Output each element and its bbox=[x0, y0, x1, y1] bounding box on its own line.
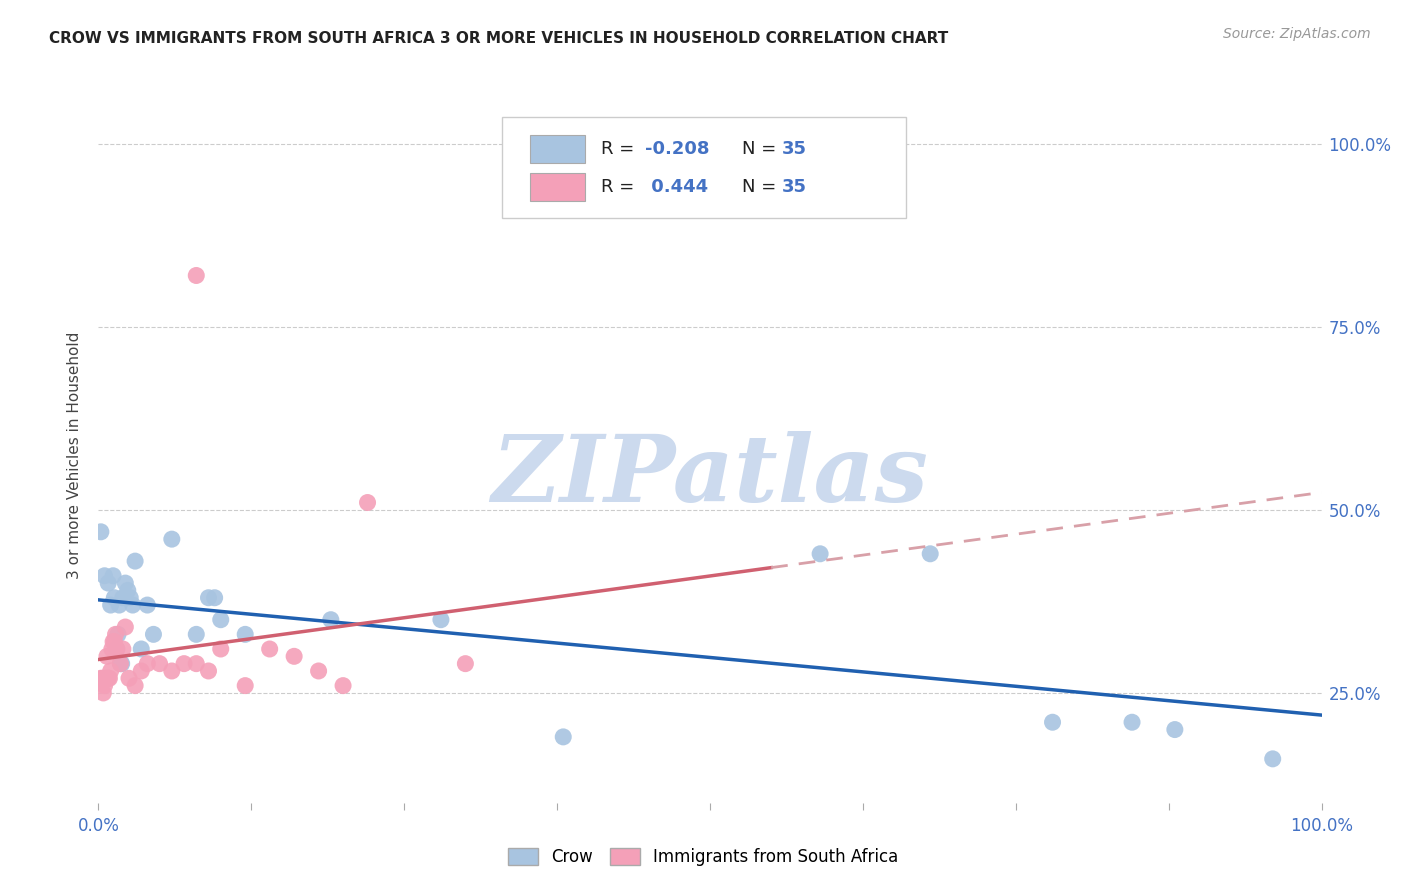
Point bbox=[160, 532, 183, 546]
Point bbox=[91, 671, 114, 685]
Text: 0.444: 0.444 bbox=[645, 178, 709, 196]
Point bbox=[90, 524, 112, 539]
Point bbox=[108, 598, 131, 612]
Text: N =: N = bbox=[742, 140, 782, 158]
Point bbox=[97, 576, 120, 591]
Point bbox=[103, 634, 125, 648]
Point bbox=[136, 598, 159, 612]
Y-axis label: 3 or more Vehicles in Household: 3 or more Vehicles in Household bbox=[67, 331, 83, 579]
Point bbox=[118, 671, 141, 685]
Point bbox=[114, 576, 136, 591]
Text: ZIPatlas: ZIPatlas bbox=[492, 431, 928, 521]
FancyBboxPatch shape bbox=[530, 173, 585, 201]
Point bbox=[197, 591, 219, 605]
Point bbox=[129, 642, 152, 657]
Point bbox=[186, 268, 208, 283]
Text: 35: 35 bbox=[782, 140, 807, 158]
Point bbox=[1121, 715, 1143, 730]
Point bbox=[259, 642, 281, 657]
Point bbox=[808, 547, 831, 561]
Point bbox=[110, 657, 132, 671]
Point bbox=[1261, 752, 1284, 766]
Text: N =: N = bbox=[742, 178, 782, 196]
Point bbox=[121, 598, 143, 612]
Point bbox=[111, 657, 134, 671]
Point bbox=[173, 657, 195, 671]
Text: Source: ZipAtlas.com: Source: ZipAtlas.com bbox=[1223, 27, 1371, 41]
Point bbox=[97, 671, 120, 685]
Point bbox=[204, 591, 226, 605]
Point bbox=[186, 657, 208, 671]
Point bbox=[142, 627, 165, 641]
Point bbox=[107, 627, 129, 641]
Point bbox=[186, 627, 208, 641]
Text: 35: 35 bbox=[782, 178, 807, 196]
Point bbox=[1042, 715, 1064, 730]
Point bbox=[104, 627, 127, 641]
Point bbox=[98, 671, 121, 685]
Point bbox=[111, 642, 134, 657]
Point bbox=[430, 613, 453, 627]
Point bbox=[117, 583, 139, 598]
Text: -0.208: -0.208 bbox=[645, 140, 710, 158]
Text: CROW VS IMMIGRANTS FROM SOUTH AFRICA 3 OR MORE VEHICLES IN HOUSEHOLD CORRELATION: CROW VS IMMIGRANTS FROM SOUTH AFRICA 3 O… bbox=[49, 31, 949, 46]
Point bbox=[283, 649, 305, 664]
FancyBboxPatch shape bbox=[502, 118, 905, 219]
Point bbox=[319, 613, 342, 627]
Point bbox=[124, 679, 146, 693]
Point bbox=[91, 686, 114, 700]
Point bbox=[100, 664, 122, 678]
FancyBboxPatch shape bbox=[530, 135, 585, 162]
Point bbox=[209, 613, 232, 627]
Point bbox=[96, 649, 118, 664]
Point bbox=[94, 671, 117, 685]
Point bbox=[103, 591, 125, 605]
Point bbox=[101, 568, 124, 582]
Point bbox=[136, 657, 159, 671]
Point bbox=[114, 620, 136, 634]
Point bbox=[93, 679, 115, 693]
Point bbox=[111, 591, 134, 605]
Point bbox=[233, 627, 256, 641]
Point bbox=[101, 642, 124, 657]
Point bbox=[209, 642, 232, 657]
Point bbox=[101, 634, 124, 648]
Point bbox=[454, 657, 477, 671]
Point bbox=[160, 664, 183, 678]
Text: R =: R = bbox=[602, 140, 640, 158]
Text: R =: R = bbox=[602, 178, 640, 196]
Legend: Crow, Immigrants from South Africa: Crow, Immigrants from South Africa bbox=[499, 840, 907, 875]
Point bbox=[129, 664, 152, 678]
Point bbox=[110, 657, 132, 671]
Point bbox=[308, 664, 330, 678]
Point bbox=[93, 568, 115, 582]
Point bbox=[332, 679, 354, 693]
Point bbox=[233, 679, 256, 693]
Point bbox=[356, 495, 378, 509]
Point bbox=[105, 642, 128, 657]
Point bbox=[149, 657, 172, 671]
Point bbox=[90, 671, 112, 685]
Point bbox=[124, 554, 146, 568]
Point bbox=[100, 598, 122, 612]
Point bbox=[1164, 723, 1187, 737]
Point bbox=[553, 730, 575, 744]
Point bbox=[105, 642, 128, 657]
Point bbox=[120, 591, 142, 605]
Point bbox=[197, 664, 219, 678]
Point bbox=[920, 547, 942, 561]
